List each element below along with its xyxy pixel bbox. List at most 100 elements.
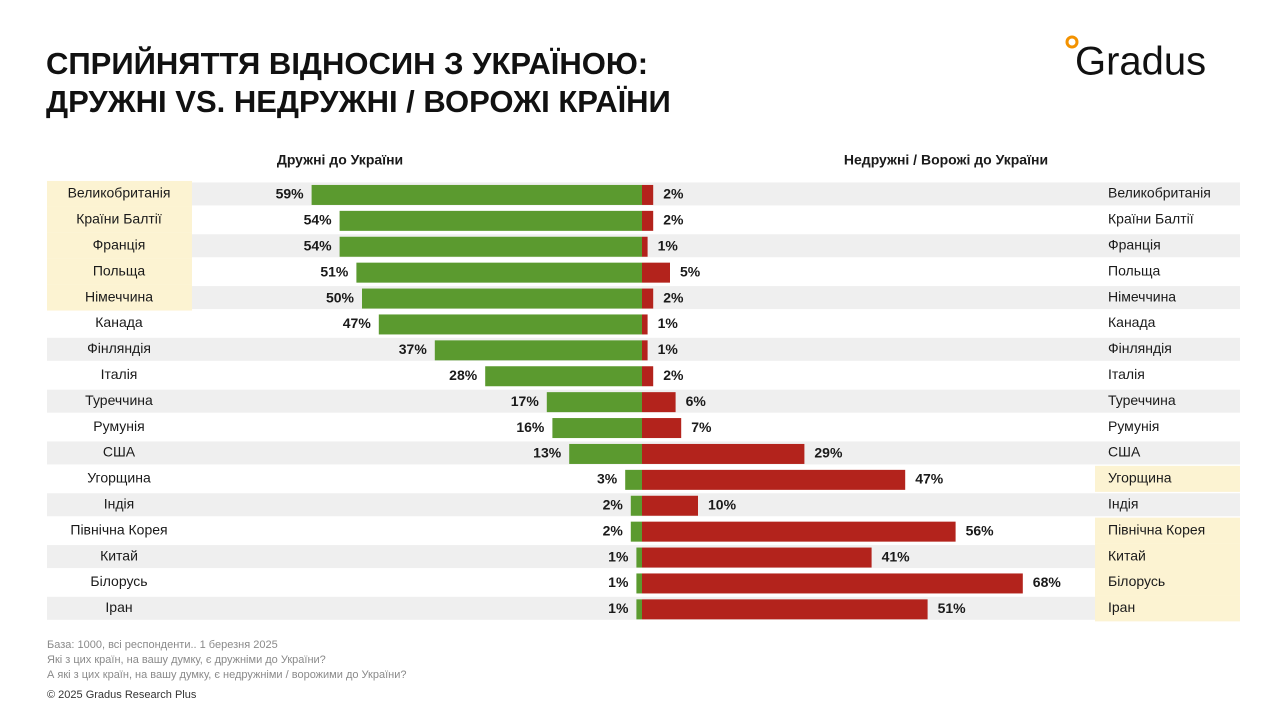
bar [339,210,642,231]
value-label: 56% [966,522,995,538]
category-label: Іран [105,599,132,615]
value-label: 51% [938,600,967,616]
category-label: Туреччина [1108,392,1176,408]
value-label: 17% [511,393,540,409]
category-label: Туреччина [85,392,153,408]
value-label: 2% [663,186,684,202]
chart-title: СПРИЙНЯТТЯ ВІДНОСИН З УКРАЇНОЮ: [46,45,648,81]
category-label: Іран [1108,599,1135,615]
value-label: 37% [399,341,428,357]
bar [362,288,642,309]
category-label: Білорусь [90,573,147,589]
bar [378,314,642,335]
category-label: Індія [1108,495,1138,511]
category-label: Фінляндія [87,340,151,356]
value-label: 2% [603,496,624,512]
chart-title: ДРУЖНІ VS. НЕДРУЖНІ / ВОРОЖІ КРАЇНИ [46,84,671,119]
value-label: 7% [691,419,712,435]
category-label: Польща [93,262,146,278]
category-label: Франція [1108,236,1161,252]
category-label: Великобританія [1108,185,1211,201]
legend-right: Недружні / Ворожі до України [844,152,1048,168]
value-label: 59% [276,186,305,202]
value-label: 1% [608,600,629,616]
value-label: 54% [304,212,333,228]
category-label: Китай [100,547,138,563]
bar [642,547,872,568]
bar [636,599,642,620]
category-label: Країни Балтії [1108,211,1194,227]
bar [636,573,642,594]
category-label: Індія [104,495,134,511]
bar [642,236,648,257]
bar [642,340,648,361]
category-label: Канада [1108,314,1156,330]
value-label: 1% [608,548,629,564]
bar [642,521,956,542]
bar [642,469,906,490]
value-label: 29% [814,445,843,461]
value-label: 47% [915,471,944,487]
bar [642,443,805,464]
row-highlight [47,232,192,259]
bar [642,599,928,620]
logo: Gradus [1075,40,1206,84]
row-highlight [47,206,192,233]
bar [552,418,642,439]
footnote: База: 1000, всі респонденти.. 1 березня … [47,639,278,651]
bar [642,184,654,205]
value-label: 68% [1033,574,1062,590]
value-label: 2% [663,289,684,305]
row-highlight [47,258,192,285]
value-label: 2% [663,367,684,383]
value-label: 41% [882,548,911,564]
bar [642,495,698,516]
value-label: 28% [449,367,478,383]
footnote: Які з цих країн, на вашу думку, є дружні… [47,654,326,666]
value-label: 10% [708,496,737,512]
value-label: 16% [516,419,545,435]
row-highlight [47,180,192,207]
bar [642,262,670,283]
value-label: 51% [320,263,349,279]
category-label: Німеччина [1108,288,1176,304]
value-label: 2% [663,212,684,228]
category-label: США [103,444,136,460]
bar [642,288,654,309]
category-label: Італія [101,366,138,382]
bar [339,236,642,257]
bar [642,314,648,335]
bar [642,573,1023,594]
bar [642,366,654,387]
category-label: Країни Балтії [76,211,162,227]
category-label: Польща [1108,262,1161,278]
bar [546,392,642,413]
category-label: Румунія [93,418,144,434]
value-label: 5% [680,263,701,279]
value-label: 3% [597,471,618,487]
bar [642,418,682,439]
value-label: 6% [686,393,707,409]
category-label: Італія [1108,366,1145,382]
category-label: Білорусь [1108,573,1165,589]
copyright: © 2025 Gradus Research Plus [47,689,197,701]
bar [630,495,642,516]
row-highlight [1095,543,1240,570]
category-label: Угорщина [1108,470,1172,486]
bar [642,210,654,231]
category-label: Франція [93,236,146,252]
row-highlight [1095,465,1240,492]
bar [569,443,642,464]
bar [630,521,642,542]
bar [311,184,642,205]
row-highlight [47,284,192,311]
row-highlight [1095,517,1240,544]
category-label: США [1108,444,1141,460]
value-label: 54% [304,237,333,253]
category-label: Великобританія [68,185,171,201]
logo-mark [1065,35,1079,49]
legend-left: Дружні до України [277,152,403,168]
category-label: Угорщина [87,470,151,486]
value-label: 1% [658,237,679,253]
value-label: 2% [603,522,624,538]
